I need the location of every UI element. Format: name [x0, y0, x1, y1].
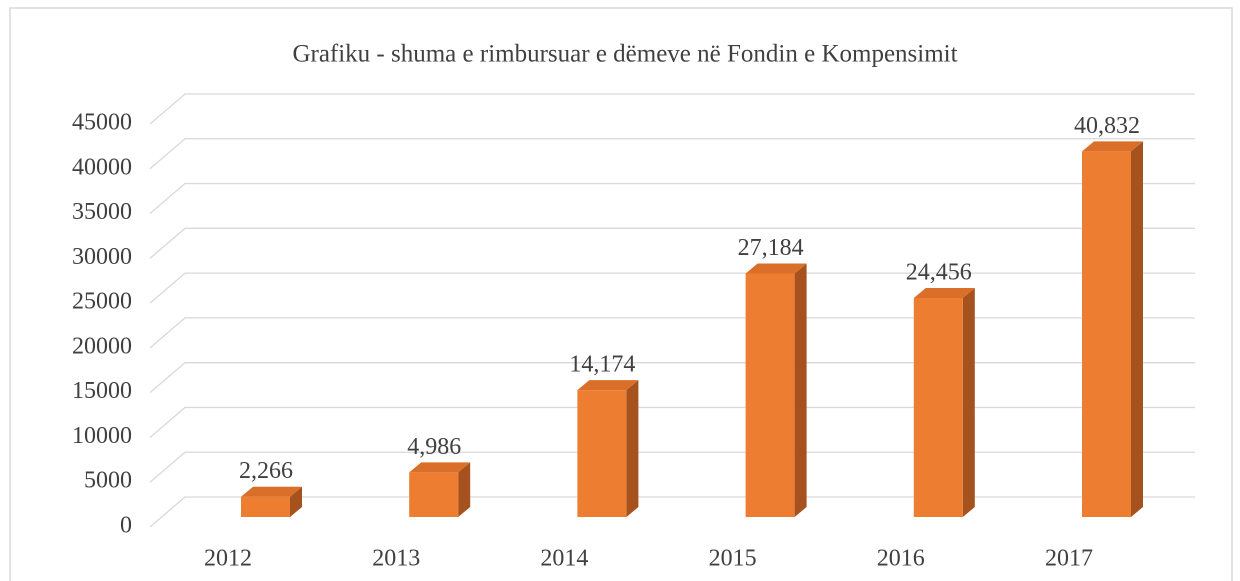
- x-tick-label: 2012: [204, 546, 252, 572]
- grid-line: [149, 317, 1195, 349]
- bar-front: [409, 472, 459, 517]
- bar-side: [290, 486, 302, 517]
- bar-side: [458, 462, 471, 517]
- x-tick-label: 2014: [540, 546, 588, 572]
- bar: [913, 287, 975, 517]
- bar-top: [409, 462, 471, 473]
- grid-line: [149, 227, 1195, 259]
- data-label: 40,832: [1074, 113, 1140, 139]
- bar-front: [577, 390, 627, 517]
- bar-top: [1082, 141, 1143, 152]
- bar: [1082, 141, 1143, 517]
- bar: [577, 380, 639, 517]
- y-tick-label: 0: [120, 513, 132, 539]
- bar-top: [745, 263, 807, 274]
- data-label: 27,184: [738, 235, 804, 261]
- y-tick-label: 5000: [84, 468, 132, 494]
- data-label: 24,456: [906, 259, 972, 285]
- x-tick-label: 2016: [877, 546, 925, 572]
- x-tick-label: 2017: [1045, 546, 1093, 572]
- bar-side: [1131, 141, 1143, 517]
- grid-line: [149, 362, 1195, 394]
- y-tick-label: 15000: [72, 378, 132, 404]
- grid-line: [149, 496, 1195, 528]
- bar-top: [913, 287, 975, 298]
- bar-front: [745, 273, 795, 517]
- data-label: 14,174: [569, 352, 635, 378]
- y-tick-label: 35000: [72, 199, 132, 225]
- bar-side: [794, 263, 807, 517]
- x-tick-label: 2015: [709, 546, 757, 572]
- bar-front: [913, 297, 963, 517]
- y-tick-label: 10000: [72, 423, 132, 449]
- y-tick-label: 45000: [72, 110, 132, 136]
- data-label: 2,266: [239, 458, 293, 484]
- grid-line: [149, 182, 1195, 215]
- bar-front: [241, 496, 290, 517]
- bar: [241, 486, 302, 517]
- y-tick-label: 30000: [72, 244, 132, 270]
- grid-line: [149, 406, 1195, 438]
- bar: [409, 462, 471, 517]
- bar-top: [241, 486, 302, 497]
- bar-top: [577, 380, 639, 391]
- y-tick-label: 40000: [72, 154, 132, 180]
- grid-line: [149, 138, 1195, 170]
- data-label: 4,986: [407, 434, 461, 460]
- bar-side: [962, 287, 975, 517]
- y-tick-label: 25000: [72, 289, 132, 315]
- grid-line: [149, 93, 1195, 125]
- y-tick-label: 20000: [72, 333, 132, 359]
- grid-line: [149, 272, 1195, 304]
- bar-side: [626, 380, 639, 517]
- bar: [745, 263, 807, 517]
- x-tick-label: 2013: [372, 546, 420, 572]
- grid-line: [149, 451, 1195, 483]
- bar-front: [1082, 151, 1131, 517]
- chart-title: Grafiku - shuma e rimbursuar e dëmeve në…: [292, 41, 957, 68]
